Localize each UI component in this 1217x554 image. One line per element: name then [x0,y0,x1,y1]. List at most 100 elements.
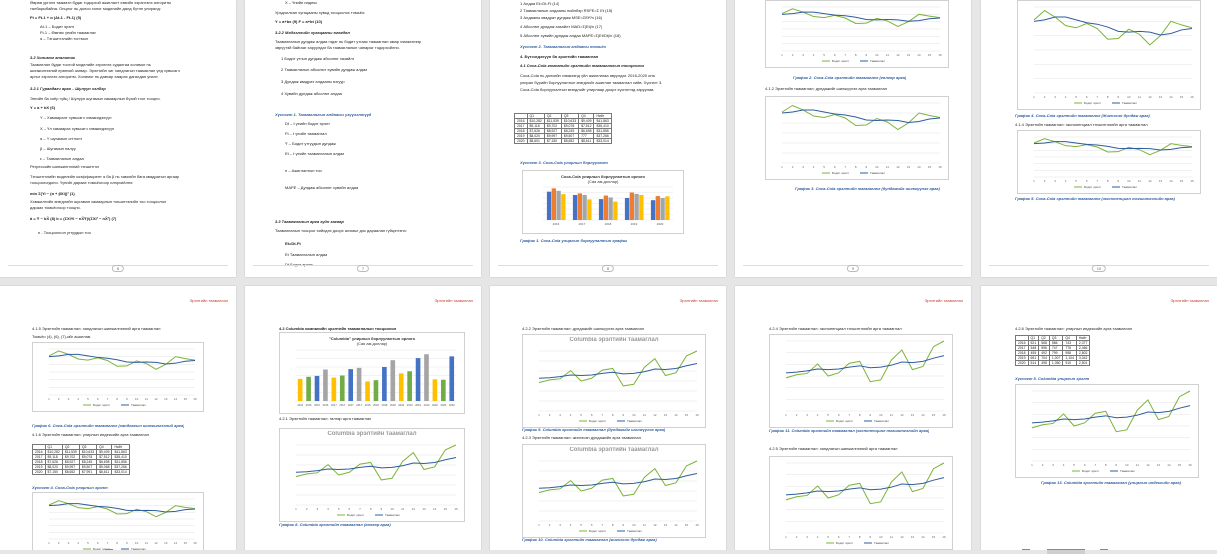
text-line: аргыг хэрэглэх алгоритм. Холимог нь давх… [30,74,159,79]
view-single-page-icon[interactable] [1022,549,1030,554]
x-tick-label: 12 [412,507,416,511]
bar [365,381,370,401]
forecast-series-line [785,355,945,374]
forecast-series-line [1033,141,1193,151]
x-tick-label: 2017 [348,403,354,407]
page-number: 10 [1091,265,1107,272]
x-tick-label: 13 [664,523,668,527]
bar [449,356,455,401]
x-tick-label: 5 [580,413,582,417]
text-line: Coca-Cola нь дэлхийн хэмжээнд үйл ажилла… [520,73,656,78]
text-line: Тэгшитгэлийн моделийн коэффициент α ба β… [30,174,180,179]
x-tick-label: 13 [664,413,668,417]
x-tick-label: 11 [1136,463,1139,467]
x-tick-label: 12 [1148,95,1152,99]
table-cell: $11,539 [543,118,562,124]
x-tick-label: 10 [135,397,139,401]
legend-actual-label: Бодит эрэлт [589,529,607,533]
text-line: ε – Таамаглалын алдаа [40,156,84,161]
x-tick-label: 16 [942,413,946,417]
text-line: Таамаглалын дундаж алдаа гэдэг нь бодит … [275,39,422,44]
page-number: 7 [356,265,370,272]
text-line: Ft = Ft-1 + α (At-1 - Ft-1) (5) [30,15,82,20]
text-line: Хүснэгт 3. Coca-Cola улирлын борлуулалт [520,160,608,165]
x-tick-label: 3 [68,541,70,545]
x-tick-label: 3 [559,413,561,417]
text-line: 3 Алдааны квадрат дундаж MSE=ΣEt²/n (16) [520,15,603,20]
bar [551,188,556,220]
x-tick-label: 13 [164,541,168,545]
legend-forecast-label: Таамаглал [385,513,400,517]
x-tick-label: 10 [390,507,394,511]
x-tick-label: 10 [1127,95,1131,99]
legend-actual-label: Бодит эрэлт [1084,101,1102,105]
x-tick-label: 14 [1169,179,1173,183]
x-tick-label: 2016 [553,222,560,226]
x-tick-label: 3 [1052,463,1054,467]
text-line: График 9. Columbia эрэлтийн таамаглал (д… [522,427,666,432]
bar [390,360,396,401]
bar [655,196,660,220]
scroll-left-icon[interactable] [105,549,113,554]
text-line: 4.2.2 Эрэлтийн таамаглал: дундажийг шилж… [522,326,645,331]
bar [546,191,552,220]
columbia-seasonal-table: Q1 Q2 Q3 Q4 Нийт 2016 521 568 586 743 2,377 2017 548… [1015,335,1091,366]
x-tick-label: 15 [1180,95,1184,99]
text-line: 2 Таамаглалын алдааны нийлбэр RSFE=Σ Et … [520,8,613,13]
x-tick-label: 6 [834,165,836,169]
table-row: 2017 $9,118 $9,702 $9,078 $7,512 $35,410 [514,123,612,129]
text-line: Y – Хамааралт хувьсагч хэмжигдэхүүн [40,115,112,120]
text-line: n - Тооцоолсон утгуудын тоо [38,230,91,235]
table-row: 2020 $8,601 $7,150 $8,652 $8,611 $33,014 [514,138,612,144]
forecast-series-line [538,363,698,379]
legend-actual-label: Бодит эрэлт [836,419,854,423]
text-line: Урьдчилсан хугацааны хувьд тооцоолох том… [275,10,366,15]
x-tick-label: 15 [685,413,689,417]
forecast-series-line [1031,405,1191,424]
x-tick-label: 3 [806,535,808,539]
table-cell: 910 [1062,360,1077,366]
x-tick-label: 1 [48,541,50,545]
view-multi-page-icon[interactable] [1047,549,1085,554]
x-tick-label: 14 [433,507,437,511]
table-row: 2019 651 704 1,007 1,104 3,042 [1015,355,1091,361]
x-tick-label: 3 [1054,95,1056,99]
document-page-13: Эрэлтийн таамаглал 4.2.2 Эрэлтийн таамаг… [490,286,726,554]
legend-actual-label: Бодит эрэлт [93,547,111,551]
text-line: зөрүүтэй байгааг харуулдаг ба таамаглалы… [275,45,400,50]
x-tick-label: 8 [859,413,861,417]
x-tick-label: 9 [622,523,624,527]
x-tick-label: 10 [879,535,883,539]
chart-title: "Columbia" улирлын борлуулалтын орлого [328,336,416,341]
x-tick-label: 2016 [323,403,329,407]
actual-series-line [48,500,196,518]
x-tick-label: 12 [900,413,904,417]
x-tick-label: 4 [77,541,79,545]
text-line: Et – t үеийн таамаглалын алдаа [285,151,345,156]
view-web-layout-icon[interactable] [1100,549,1108,554]
text-line: At-1 – Бодит эрэлт [40,24,75,29]
x-tick-label: 8 [370,507,372,511]
table-row: 2018 $7,626 $8,927 $8,245 $6,698 $31,856 [514,128,612,134]
x-tick-label: 4 [817,413,819,417]
x-tick-label: 16 [942,535,946,539]
x-tick-label: 1 [1033,95,1035,99]
document-page-15: Эрэлтийн таамаглал 4.2.6 Эрэлтийн таамаг… [981,286,1217,554]
table-cell: $10,633 [560,118,580,124]
x-tick-label: 2019 [398,403,404,407]
text-line: 4.2.1 Эрэлтийн таамаглал: гөлгөр арга та… [279,416,372,421]
x-tick-label: 15 [928,53,932,57]
x-tick-label: 6 [1086,95,1088,99]
columbia-forecast-chart-10: Columbia эрэлтийн таамаглал 1 2 3 4 5 6 7 8 9 10 1… [522,444,706,538]
x-tick-label: 5 [1075,179,1077,183]
text-line: талбарыбайна. Онцлог нь долоо хоног моде… [30,6,161,11]
text-line: Регрессийн шинжилгээний тэгшитгэл [30,164,99,169]
table-cell: $10,633 [78,449,98,455]
bottom-status-bar [0,549,1217,554]
x-tick-label: 16 [695,413,699,417]
x-tick-label: 5 [87,541,89,545]
text-line: 4.1.4 Эрэлтийн таамаглал: экспоненциал т… [1015,122,1148,127]
actual-series-line [1033,138,1193,156]
text-line: α – Тэгшитгэлийн тогтмол [40,36,89,41]
x-tick-label: 8 [612,413,614,417]
